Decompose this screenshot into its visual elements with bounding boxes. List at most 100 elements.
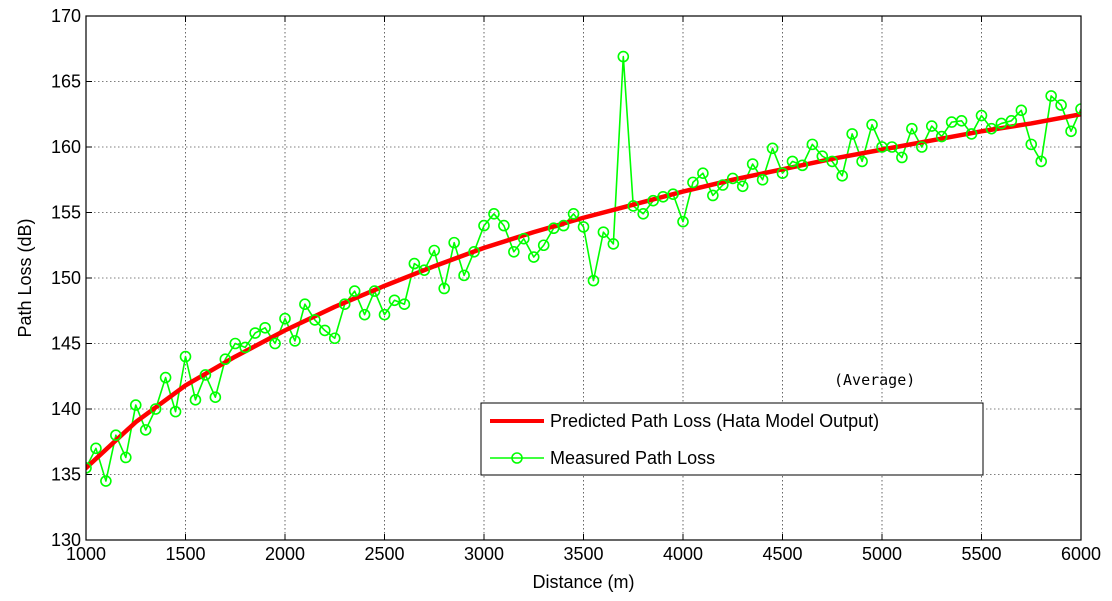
y-tick-label-135: 135 bbox=[51, 465, 81, 485]
measured-point bbox=[408, 257, 421, 270]
legend-label-predicted: Predicted Path Loss (Hata Model Output) bbox=[550, 411, 879, 431]
measured-point bbox=[736, 180, 749, 193]
x-tick-label-2500: 2500 bbox=[364, 544, 404, 564]
measured-point bbox=[697, 167, 709, 179]
measured-point bbox=[766, 142, 779, 155]
measured-point bbox=[328, 332, 341, 345]
y-tick-label-145: 145 bbox=[51, 334, 81, 354]
measured-point bbox=[1055, 99, 1067, 111]
measured-point bbox=[428, 244, 441, 257]
measured-point bbox=[229, 337, 242, 350]
measured-point bbox=[776, 167, 789, 179]
measured-point bbox=[816, 150, 829, 162]
measured-point bbox=[309, 314, 321, 326]
measured-point bbox=[100, 475, 112, 487]
measured-point bbox=[90, 442, 102, 455]
x-tick-label-2000: 2000 bbox=[265, 544, 305, 564]
measured-point bbox=[169, 405, 182, 418]
measured-point bbox=[348, 285, 361, 297]
measured-point bbox=[1075, 103, 1081, 115]
series-line-measured bbox=[86, 55, 1081, 482]
measured-point bbox=[667, 188, 679, 200]
measured-point bbox=[846, 128, 858, 140]
y-tick-label-160: 160 bbox=[51, 137, 81, 157]
measured-point bbox=[746, 158, 759, 170]
measured-point bbox=[1015, 104, 1028, 117]
measured-point bbox=[488, 208, 500, 220]
measured-point bbox=[368, 285, 381, 297]
measured-point bbox=[478, 219, 490, 232]
measured-point bbox=[985, 122, 998, 135]
measured-point bbox=[498, 219, 510, 232]
measured-point bbox=[279, 312, 291, 325]
measured-point bbox=[935, 130, 948, 143]
y-tick-label-130: 130 bbox=[51, 530, 81, 550]
x-tick-label-4500: 4500 bbox=[762, 544, 802, 564]
measured-point bbox=[388, 294, 401, 307]
x-tick-label-1000: 1000 bbox=[66, 544, 106, 564]
measured-point bbox=[567, 208, 580, 220]
measured-point bbox=[975, 109, 988, 122]
legend: Predicted Path Loss (Hata Model Output) … bbox=[480, 402, 984, 476]
average-annotation: (Average) bbox=[834, 371, 915, 389]
legend-box bbox=[480, 402, 984, 476]
measured-point bbox=[906, 122, 918, 135]
measured-point bbox=[527, 251, 540, 263]
measured-point bbox=[179, 350, 192, 363]
x-tick-label-4000: 4000 bbox=[663, 544, 703, 564]
measured-point bbox=[647, 194, 659, 207]
y-tick-label-170: 170 bbox=[51, 6, 81, 26]
measured-point bbox=[86, 462, 92, 474]
y-tick-label-155: 155 bbox=[51, 203, 81, 223]
measured-point bbox=[637, 208, 650, 220]
measured-point bbox=[806, 138, 819, 151]
measured-point bbox=[866, 118, 878, 131]
measured-point bbox=[358, 308, 371, 321]
measured-point bbox=[259, 321, 271, 334]
measured-point bbox=[438, 282, 451, 295]
series-line-predicted bbox=[86, 112, 1081, 471]
measured-point bbox=[557, 219, 570, 232]
measured-point bbox=[338, 298, 351, 311]
x-tick-label-5000: 5000 bbox=[862, 544, 902, 564]
measured-point bbox=[149, 403, 162, 415]
measured-point bbox=[856, 155, 868, 168]
measured-point bbox=[110, 429, 122, 442]
measured-point bbox=[209, 391, 222, 404]
measured-point bbox=[299, 298, 311, 311]
measured-point bbox=[1035, 155, 1047, 168]
y-tick-label-140: 140 bbox=[51, 399, 81, 419]
measured-point bbox=[587, 274, 600, 287]
y-tick-label-165: 165 bbox=[51, 72, 81, 92]
measured-point bbox=[1045, 90, 1057, 102]
measured-point bbox=[139, 424, 152, 436]
measured-point bbox=[318, 324, 331, 337]
measured-point bbox=[677, 215, 689, 228]
x-tick-label-5500: 5500 bbox=[961, 544, 1001, 564]
measured-point bbox=[249, 327, 261, 339]
legend-label-measured: Measured Path Loss bbox=[550, 448, 715, 468]
measured-point bbox=[925, 120, 938, 132]
measured-point bbox=[707, 189, 719, 202]
measured-point bbox=[786, 155, 799, 168]
measured-point bbox=[617, 50, 630, 63]
measured-point bbox=[836, 170, 849, 182]
measured-point bbox=[886, 141, 898, 153]
measured-point bbox=[159, 371, 172, 384]
y-axis-label: Path Loss (dB) bbox=[15, 218, 35, 337]
measured-point bbox=[687, 176, 699, 189]
measured-point bbox=[468, 246, 480, 258]
measured-point bbox=[189, 394, 202, 406]
x-axis-label: Distance (m) bbox=[532, 572, 634, 592]
measured-point bbox=[627, 200, 640, 212]
measured-point bbox=[418, 264, 431, 276]
x-tick-label-1500: 1500 bbox=[165, 544, 205, 564]
measured-point bbox=[955, 115, 968, 127]
measured-point bbox=[716, 179, 729, 191]
measured-point bbox=[1025, 138, 1038, 151]
measured-point bbox=[915, 141, 928, 153]
axis-ticks: 1000 1500 2000 2500 3000 3500 4000 4500 5000 5500… bbox=[51, 6, 1101, 564]
measured-point bbox=[129, 399, 142, 411]
measured-point bbox=[398, 298, 411, 311]
